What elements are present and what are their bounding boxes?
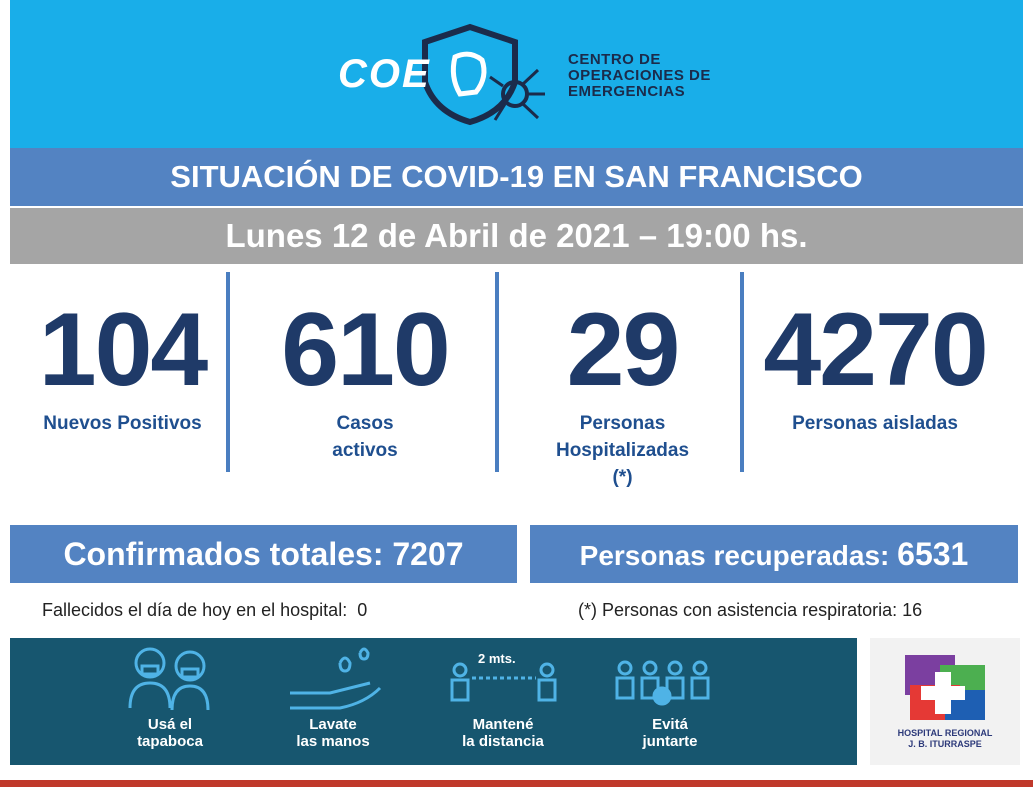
tip-line: la distancia [462,733,544,750]
stat-label: (*) [612,467,633,488]
title: SITUACIÓN DE COVID-19 EN SAN FRANCISCO [10,148,1023,206]
tip: Usá el tapaboca [90,716,250,750]
tip-line: tapaboca [137,733,203,750]
logo-text: CENTRO DE OPERACIONES DE EMERGENCIAS [568,52,711,100]
stat-value: 104 [38,292,209,408]
tip-line: Evitá [652,716,688,733]
tip-line: juntarte [642,733,698,750]
stat-label: Casos [336,413,394,434]
tip-line: Usá el [147,716,193,733]
note-value: 16 [902,600,923,620]
tip-line: Mantené [472,716,534,733]
logo-line: OPERACIONES DE [568,67,711,84]
stat: 104 Nuevos Positivos [20,290,225,437]
tip: Mantené la distancia [423,716,583,750]
distance-label: 2 mts. [478,651,516,666]
stat-label: Personas aisladas [792,413,958,434]
hospital-name: HOSPITAL REGIONAL J. B. ITURRASPE [870,728,1020,750]
note-label: (*) Personas con asistencia respiratoria… [578,600,898,620]
stat-label: activos [332,440,398,461]
tip: Evitá juntarte [590,716,750,750]
bottom-stripe [0,780,1033,787]
note-label: Fallecidos el día de hoy en el hospital: [42,600,348,620]
tips-banner [10,638,857,765]
total-box: Confirmados totales: 7207 [10,525,517,583]
hospital-line: J. B. ITURRASPE [908,739,982,749]
logo-line: EMERGENCIAS [568,83,686,100]
stat-value: 610 [281,292,451,408]
tip: Lavate las manos [253,716,413,750]
logo-acronym: COE [338,52,431,96]
stat-label: Nuevos Positivos [43,413,202,434]
tip-icons [128,647,710,711]
stat: 29 Personas Hospitalizadas (*) [510,290,735,491]
stat: 610 Casos activos [245,290,485,464]
logo-emblem [422,23,545,126]
stat-value: 29 [566,292,681,408]
tip-line: Lavate [309,716,357,733]
date: Lunes 12 de Abril de 2021 – 19:00 hs. [10,208,1023,264]
note-value: 0 [357,600,368,620]
hospital-emblem [905,655,985,720]
stat-label: Personas [579,413,666,434]
note: (*) Personas con asistencia respiratoria… [578,600,922,621]
logo-line: CENTRO DE [568,51,661,68]
total-label: Personas recuperadas: [579,540,890,571]
stat: 4270 Personas aisladas [750,290,1000,437]
divider [226,272,230,472]
note: Fallecidos el día de hoy en el hospital:… [42,600,367,621]
stat-label: Hospitalizadas [555,440,690,461]
total-box: Personas recuperadas: 6531 [530,525,1018,583]
total-value: 7207 [392,536,464,572]
stat-value: 4270 [763,292,988,408]
hospital-line: HOSPITAL REGIONAL [897,728,993,738]
divider [740,272,744,472]
divider [495,272,499,472]
total-label: Confirmados totales: [63,536,384,572]
tip-line: las manos [296,733,370,750]
total-value: 6531 [897,536,969,572]
